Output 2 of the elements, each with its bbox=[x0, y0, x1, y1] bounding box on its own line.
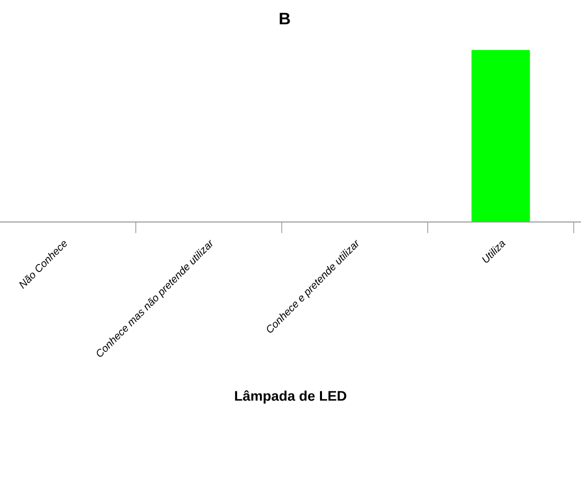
x-axis-title: Lâmpada de LED bbox=[235, 390, 346, 404]
chart-title: B bbox=[280, 12, 290, 24]
